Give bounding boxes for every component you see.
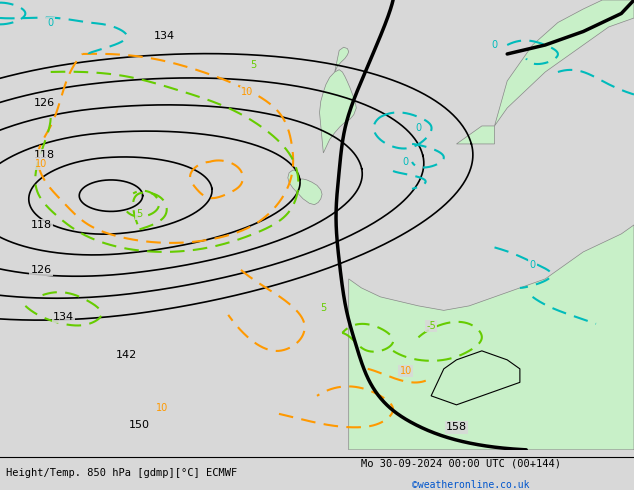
Text: 5: 5 [250,60,257,70]
Text: -5: -5 [426,321,436,331]
Text: 158: 158 [446,422,467,432]
Polygon shape [495,0,634,126]
Text: 0: 0 [529,260,536,270]
Polygon shape [349,225,634,450]
Text: 0: 0 [48,19,54,28]
Text: 134: 134 [154,31,176,41]
Polygon shape [320,70,356,153]
Text: 118: 118 [34,150,55,160]
Text: 0: 0 [491,40,498,50]
Polygon shape [431,351,520,405]
Polygon shape [335,47,349,72]
Text: 118: 118 [30,220,52,230]
Text: 5: 5 [136,209,143,219]
Text: 142: 142 [116,350,138,360]
Text: 10: 10 [399,366,412,376]
Text: 150: 150 [129,420,150,430]
Text: 134: 134 [53,312,74,322]
Text: 10: 10 [241,87,254,97]
Text: ©weatheronline.co.uk: ©weatheronline.co.uk [412,480,529,490]
Text: 10: 10 [155,403,168,413]
Polygon shape [288,170,322,205]
Text: 10: 10 [35,159,48,169]
Text: 5: 5 [320,303,327,313]
Text: Mo 30-09-2024 00:00 UTC (00+144): Mo 30-09-2024 00:00 UTC (00+144) [361,459,561,469]
Text: 0: 0 [415,123,422,133]
Text: Height/Temp. 850 hPa [gdmp][°C] ECMWF: Height/Temp. 850 hPa [gdmp][°C] ECMWF [6,468,238,478]
Text: 126: 126 [30,265,52,275]
Text: 0: 0 [403,157,409,167]
Polygon shape [456,126,495,144]
Text: 126: 126 [34,98,55,108]
